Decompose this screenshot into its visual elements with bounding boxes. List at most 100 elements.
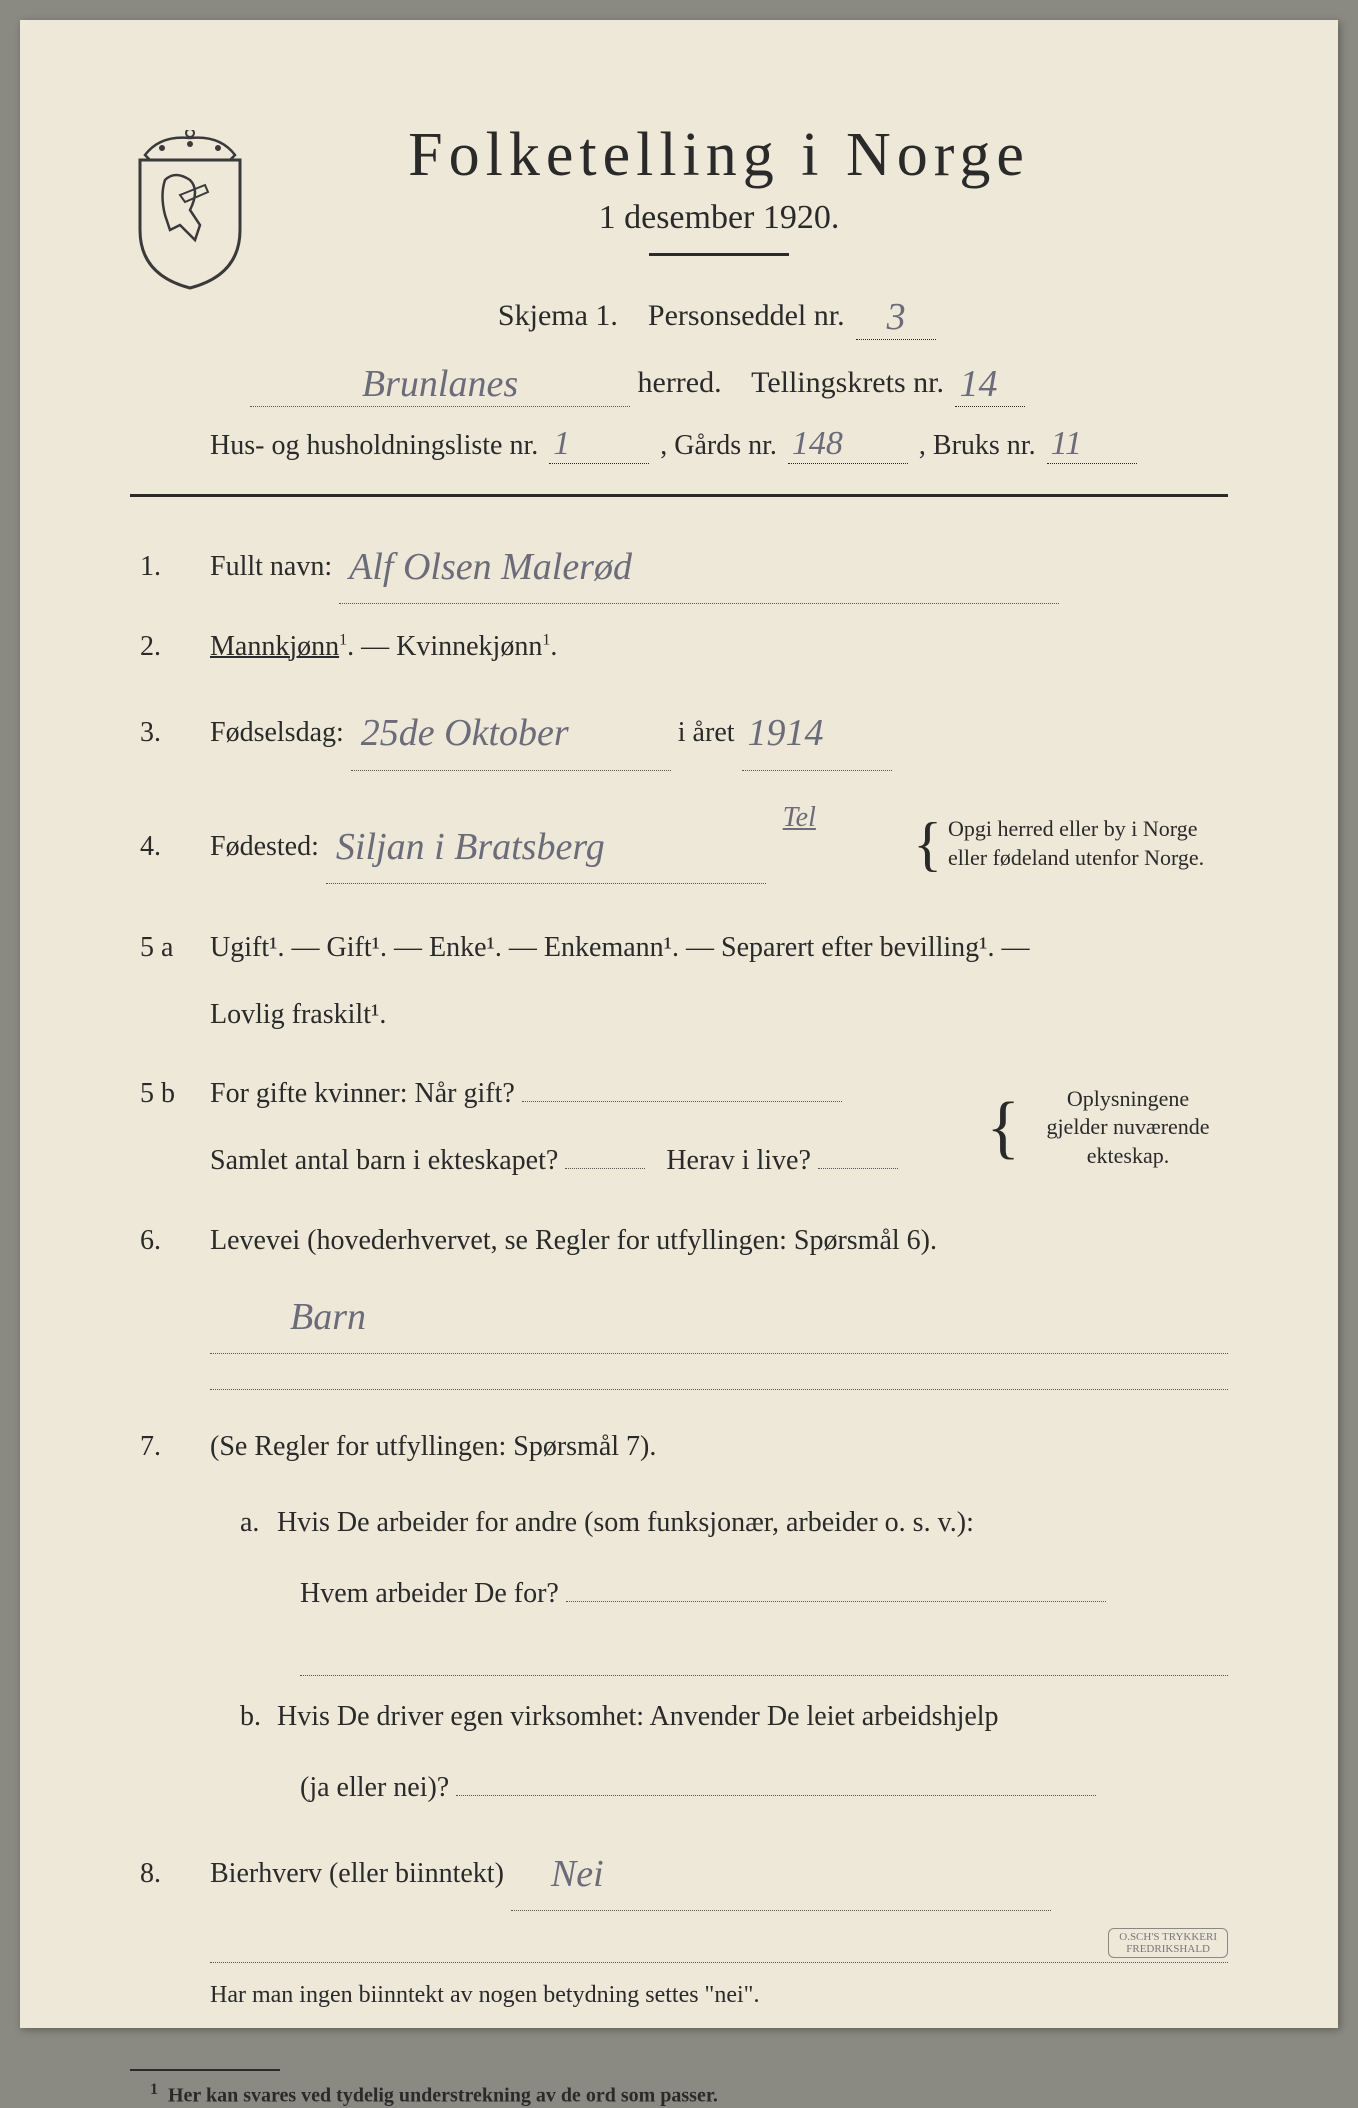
q5b-label3: Herav i live?: [666, 1145, 811, 1176]
q8-row: 8. Bierhverv (eller biinntekt) Nei Har m…: [130, 1834, 1228, 2019]
q4-note2: eller fødeland utenfor Norge.: [948, 844, 1228, 873]
q4-note1: Opgi herred eller by i Norge: [948, 815, 1228, 844]
q3-label: Fødselsdag:: [210, 717, 344, 748]
personseddel-label: Personseddel nr.: [648, 299, 845, 332]
q6-value: Barn: [210, 1281, 1228, 1354]
questions: 1. Fullt navn: Alf Olsen Malerød 2. Mann…: [130, 527, 1228, 2019]
q6-content: Levevei (hovederhvervet, se Regler for u…: [210, 1214, 1228, 1400]
q6-row: 6. Levevei (hovederhvervet, se Regler fo…: [130, 1214, 1228, 1400]
q5b-content: For gifte kvinner: Når gift? Samlet anta…: [210, 1061, 1228, 1194]
q7b-field: [456, 1795, 1096, 1796]
q1-label: Fullt navn:: [210, 551, 332, 582]
q8-content: Bierhverv (eller biinntekt) Nei Har man …: [210, 1834, 1228, 2019]
herred-label: herred.: [638, 366, 722, 399]
q4-content: Fødested: Siljan i Bratsberg Tel { Opgi …: [210, 787, 1228, 901]
q5b-note3: ekteskap.: [1028, 1142, 1228, 1171]
q5b-note: Oplysningene gjelder nuværende ekteskap.: [1028, 1085, 1228, 1171]
census-form-page: Folketelling i Norge 1 desember 1920. Sk…: [20, 20, 1338, 2028]
q5b-row: 5 b For gifte kvinner: Når gift? Samlet …: [130, 1061, 1228, 1194]
q4-bracket-icon: {: [913, 787, 942, 901]
skjema-line: Skjema 1. Personseddel nr. 3: [210, 291, 1228, 336]
q5b-line1: For gifte kvinner: Når gift?: [210, 1067, 978, 1120]
q4-num: 4.: [130, 820, 210, 873]
skjema-label: Skjema 1.: [498, 299, 618, 332]
q2-content: Mannkjønn1. — Kvinnekjønn1.: [210, 620, 1228, 673]
form-meta: Skjema 1. Personseddel nr. 3 Brunlanes h…: [210, 291, 1228, 464]
main-title: Folketelling i Norge: [210, 120, 1228, 191]
q5b-note1: Oplysningene: [1028, 1085, 1228, 1114]
q4-tel: Tel: [783, 791, 816, 844]
q8-value: Nei: [511, 1838, 1051, 1911]
q3-num: 3.: [130, 706, 210, 759]
q7b-line2: (ja eller nei)?: [210, 1761, 1228, 1814]
bruks-nr: 11: [1047, 425, 1137, 464]
coat-of-arms-icon: [130, 130, 250, 290]
gards-nr: 148: [788, 425, 908, 464]
footnote: 1 Her kan svares ved tydelig understrekn…: [130, 2081, 1228, 2108]
q6-label: Levevei (hovederhvervet, se Regler for u…: [210, 1214, 1228, 1267]
q5b-bracket-icon: {: [986, 1061, 1020, 1194]
footnote-marker: 1: [150, 2081, 158, 2098]
q7b-text1: Hvis De driver egen virksomhet: Anvender…: [277, 1701, 999, 1732]
q7b-label: b.: [210, 1690, 270, 1743]
q7a-text1: Hvis De arbeider for andre (som funksjon…: [277, 1507, 974, 1538]
bruks-label: , Bruks nr.: [919, 430, 1036, 461]
q5a-num: 5 a: [130, 921, 210, 974]
q3-row: 3. Fødselsdag: 25de Oktober i året 1914: [130, 693, 1228, 766]
q4-label: Fødested:: [210, 831, 319, 862]
q3-year: 1914: [742, 697, 892, 770]
q3-day: 25de Oktober: [351, 697, 671, 770]
q1-value: Alf Olsen Malerød: [339, 531, 1059, 604]
q4-note: Opgi herred eller by i Norge eller fødel…: [948, 815, 1228, 872]
q5a-content: Ugift¹. — Gift¹. — Enke¹. — Enkemann¹. —…: [210, 921, 1228, 1041]
herred-line: Brunlanes herred. Tellingskrets nr. 14: [210, 358, 1228, 403]
q1-row: 1. Fullt navn: Alf Olsen Malerød: [130, 527, 1228, 600]
q7a-blank: [300, 1636, 1228, 1676]
q1-content: Fullt navn: Alf Olsen Malerød: [210, 527, 1228, 600]
header: Folketelling i Norge 1 desember 1920. Sk…: [130, 120, 1228, 464]
q5b-line2: Samlet antal barn i ekteskapet? Herav i …: [210, 1134, 978, 1187]
q5b-label2: Samlet antal barn i ekteskapet?: [210, 1145, 558, 1176]
norway-coat-of-arms-svg: [130, 130, 250, 290]
q4-row: 4. Fødested: Siljan i Bratsberg Tel { Op…: [130, 787, 1228, 901]
q5b-field2: [565, 1168, 645, 1169]
subtitle: 1 desember 1920.: [210, 199, 1228, 237]
q8-hint: Har man ingen biinntekt av nogen betydni…: [210, 1973, 1228, 2019]
q7-content: (Se Regler for utfyllingen: Spørsmål 7).…: [210, 1420, 1228, 1814]
q5a-row: 5 a Ugift¹. — Gift¹. — Enke¹. — Enkemann…: [130, 921, 1228, 1041]
q5b-field1: [522, 1101, 842, 1102]
q2-kvinne: Kvinnekjønn: [396, 631, 542, 662]
husliste-nr: 1: [549, 425, 649, 464]
q5a-text2: Lovlig fraskilt¹.: [210, 988, 1228, 1041]
q4-value: Siljan i Bratsberg Tel: [326, 811, 766, 884]
q1-num: 1.: [130, 540, 210, 593]
stamp-line2: FREDRIKSHALD: [1119, 1943, 1217, 1955]
q4-value-text: Siljan i Bratsberg: [336, 826, 605, 868]
herred-value: Brunlanes: [250, 362, 630, 407]
q7-intro: (Se Regler for utfyllingen: Spørsmål 7).: [210, 1420, 1228, 1473]
q3-content: Fødselsdag: 25de Oktober i året 1914: [210, 693, 1228, 766]
q5b-left: For gifte kvinner: Når gift? Samlet anta…: [210, 1067, 978, 1187]
q8-num: 8.: [130, 1847, 210, 1900]
personseddel-nr: 3: [856, 295, 936, 340]
q7a-field: [566, 1601, 1106, 1602]
husliste-line: Hus- og husholdningsliste nr. 1 , Gårds …: [210, 425, 1228, 464]
q8-blank: [210, 1923, 1228, 1963]
main-divider: [130, 494, 1228, 497]
husliste-label: Hus- og husholdningsliste nr.: [210, 430, 538, 461]
gards-label: , Gårds nr.: [660, 430, 777, 461]
q7a-label: a.: [210, 1496, 270, 1549]
q5b-note2: gjelder nuværende: [1028, 1113, 1228, 1142]
q7-row: 7. (Se Regler for utfyllingen: Spørsmål …: [130, 1420, 1228, 1814]
footnote-divider: [130, 2069, 280, 2071]
footnote-text: Her kan svares ved tydelig understreknin…: [168, 2085, 718, 2107]
q2-dash: —: [361, 631, 396, 662]
q6-blank-line: [210, 1350, 1228, 1390]
q7-num: 7.: [130, 1420, 210, 1473]
q7a-line2: Hvem arbeider De for?: [210, 1567, 1228, 1620]
q5b-num: 5 b: [130, 1067, 210, 1120]
q4-left: Fødested: Siljan i Bratsberg Tel: [210, 807, 907, 880]
tellingskrets-label: Tellingskrets nr.: [751, 366, 944, 399]
q6-num: 6.: [130, 1214, 210, 1267]
q5b-field3: [818, 1168, 898, 1169]
